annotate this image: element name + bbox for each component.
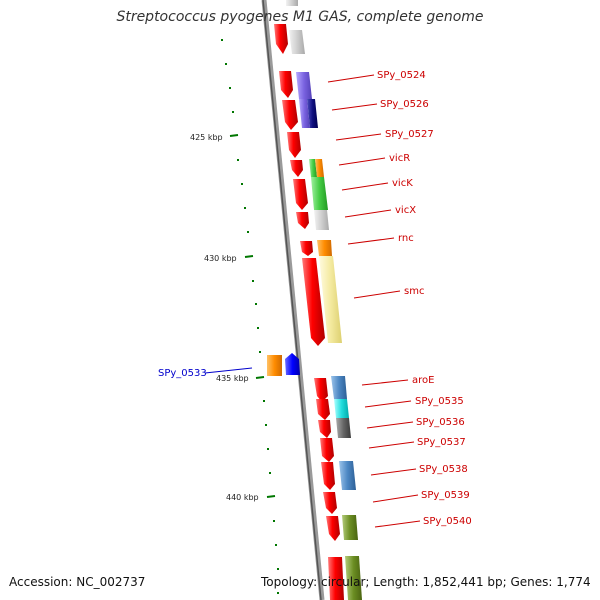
- label-leaders: [327, 74, 421, 528]
- category-track: [286, 0, 362, 600]
- tick-marks: [221, 39, 279, 594]
- tick-label-435: 435 kbp: [216, 374, 249, 383]
- cds-arrow: [282, 100, 298, 130]
- gene-label: SPy_0537: [417, 437, 466, 448]
- gene-label: aroE: [412, 375, 434, 386]
- cds-arrow: [323, 492, 337, 514]
- cds-arrow: [290, 160, 303, 177]
- gene-label: rnc: [398, 233, 414, 244]
- cds-arrow: [274, 24, 288, 54]
- gene-label: SPy_0526: [380, 99, 429, 110]
- cds-arrow: [279, 71, 293, 98]
- cds-arrow: [328, 557, 344, 600]
- gene-label: SPy_0538: [419, 464, 468, 475]
- map-title: Streptococcus pyogenes M1 GAS, complete …: [116, 9, 484, 25]
- genome-backbone: [261, 0, 325, 600]
- cds-arrow: [321, 462, 335, 490]
- cds-arrow: [326, 516, 340, 541]
- cds-arrow: [320, 438, 334, 462]
- cds-arrow: [287, 132, 301, 158]
- accession-text: Accession: NC_002737: [9, 575, 146, 589]
- cds-arrow: [300, 241, 313, 256]
- gene-label: SPy_0540: [423, 516, 472, 527]
- gene-label: SPy_0539: [421, 490, 470, 501]
- gene-label: SPy_0524: [377, 70, 426, 81]
- tick-label-430: 430 kbp: [204, 254, 237, 263]
- gene-label-reverse: SPy_0533: [158, 368, 207, 379]
- cds-arrow: [302, 258, 325, 346]
- gene-label: vicR: [389, 153, 410, 164]
- cds-arrow: [296, 212, 309, 229]
- topology-text: Topology: circular; Length: 1,852,441 bp…: [261, 575, 591, 589]
- reverse-track: [267, 353, 300, 376]
- gene-label: vicX: [395, 205, 416, 216]
- tick-label-440: 440 kbp: [226, 493, 259, 502]
- cds-arrow: [316, 399, 330, 420]
- cds-arrow: [314, 378, 328, 402]
- cds-track: [274, 24, 344, 600]
- gene-label: smc: [404, 286, 424, 297]
- gene-label: SPy_0535: [415, 396, 464, 407]
- gene-label: SPy_0527: [385, 129, 434, 140]
- label-leader-reverse: [204, 367, 253, 374]
- gene-label: SPy_0536: [416, 417, 465, 428]
- gene-label: vicK: [392, 178, 413, 189]
- gene-labels-forward: SPy_0524 SPy_0526 SPy_0527 vicR vicK vic…: [377, 70, 472, 527]
- cds-arrow: [318, 420, 331, 438]
- cds-arrow: [293, 179, 308, 210]
- tick-label-425: 425 kbp: [190, 133, 223, 142]
